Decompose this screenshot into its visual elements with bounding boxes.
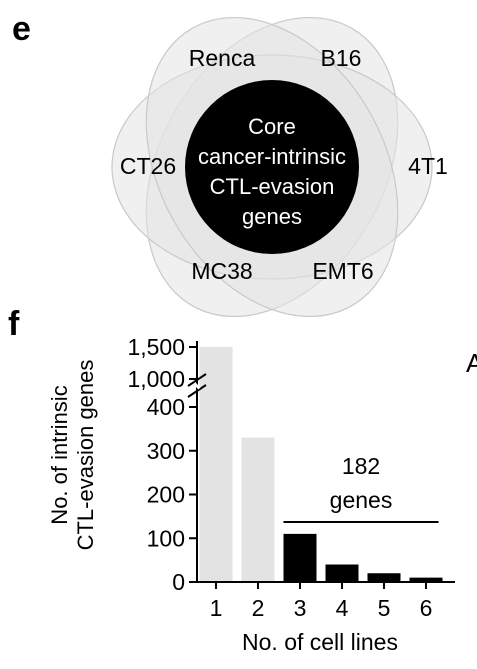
y-tick-label-6: 1,500 bbox=[127, 334, 185, 360]
core-text-line-3: CTL-evasion bbox=[210, 174, 335, 199]
x-tick-label-6: 6 bbox=[420, 595, 433, 621]
core-text-line-2: cancer-intrinsic bbox=[198, 144, 346, 169]
axis-break-gap bbox=[193, 382, 201, 390]
core-text: Core cancer-intrinsic CTL-evasion genes bbox=[198, 114, 346, 229]
axes bbox=[187, 341, 455, 583]
venn-label-emt6: EMT6 bbox=[312, 258, 373, 284]
edge-mark: A bbox=[466, 348, 477, 378]
venn-diagram: Renca B16 4T1 EMT6 MC38 CT26 Core cancer… bbox=[111, 16, 448, 318]
bars bbox=[199, 347, 443, 582]
x-tick-label-2: 2 bbox=[252, 595, 265, 621]
annotation-value: 182 bbox=[342, 453, 380, 479]
venn-label-ct26: CT26 bbox=[120, 153, 176, 179]
annotation-unit: genes bbox=[330, 487, 393, 513]
core-circle bbox=[185, 80, 359, 254]
x-tick-label-5: 5 bbox=[378, 595, 391, 621]
core-text-line-4: genes bbox=[242, 204, 302, 229]
bar-chart: No. of intrinsic CTL-evasion genes 0 100 2… bbox=[47, 334, 455, 655]
y-tick-label-5: 1,000 bbox=[127, 366, 185, 392]
bar-4 bbox=[325, 564, 359, 582]
venn-label-b16: B16 bbox=[321, 45, 362, 71]
y-tick-label-4: 400 bbox=[147, 394, 185, 420]
venn-label-4t1: 4T1 bbox=[408, 153, 448, 179]
venn-labels: Renca B16 4T1 EMT6 MC38 CT26 bbox=[120, 45, 448, 284]
axis-break-mark-2 bbox=[187, 384, 207, 398]
x-axis-label: No. of cell lines bbox=[242, 629, 398, 655]
x-tick-label-4: 4 bbox=[336, 595, 349, 621]
x-tick-label-1: 1 bbox=[210, 595, 223, 621]
panel-label-f: f bbox=[8, 305, 20, 343]
y-tick-label-2: 200 bbox=[147, 482, 185, 508]
x-ticks: 1 2 3 4 5 6 bbox=[210, 582, 433, 621]
y-axis-label-line-1: No. of intrinsic bbox=[47, 385, 72, 524]
y-tick-label-0: 0 bbox=[172, 569, 185, 595]
venn-label-renca: Renca bbox=[189, 45, 256, 71]
y-tick-label-1: 100 bbox=[147, 525, 185, 551]
bar-6 bbox=[409, 577, 443, 582]
y-tick-label-3: 300 bbox=[147, 438, 185, 464]
panel-label-e: e bbox=[12, 10, 31, 48]
bar-5 bbox=[367, 573, 401, 582]
bar-3 bbox=[283, 533, 317, 582]
bar-2 bbox=[241, 437, 275, 582]
y-axis-label-line-2: CTL-evasion genes bbox=[73, 360, 98, 551]
x-tick-label-3: 3 bbox=[294, 595, 307, 621]
venn-label-mc38: MC38 bbox=[191, 258, 252, 284]
core-text-line-1: Core bbox=[248, 114, 296, 139]
bar-1 bbox=[199, 347, 233, 582]
